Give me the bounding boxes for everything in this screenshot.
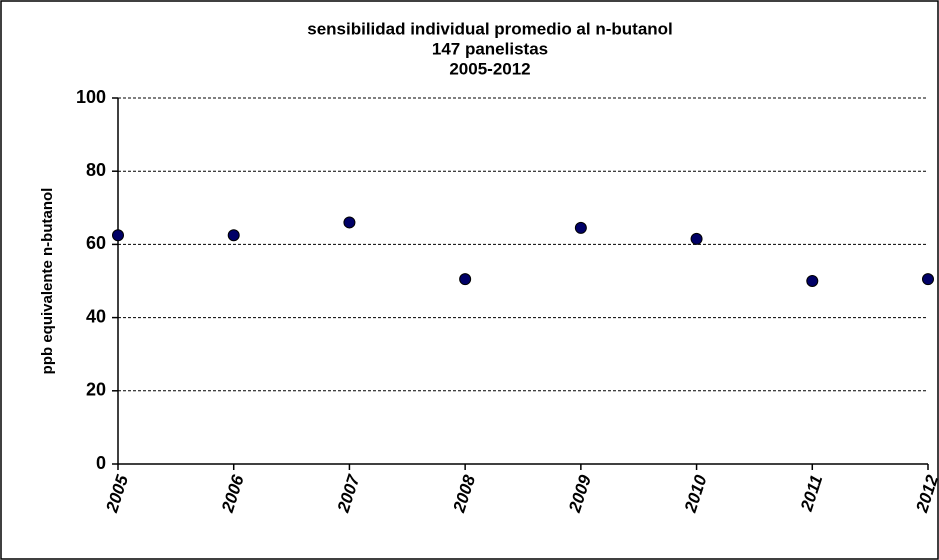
data-point [459,273,472,286]
data-point [112,229,124,242]
data-point [574,221,587,234]
y-tick-label: 0 [96,453,106,473]
data-point [343,216,356,229]
data-point [227,229,240,242]
chart-title-group: sensibilidad individual promedio al n-bu… [307,19,673,78]
y-tick-label: 20 [86,380,106,400]
y-tick-label: 80 [86,160,106,180]
y-tick-label: 60 [86,233,106,253]
chart-title: sensibilidad individual promedio al n-bu… [307,19,673,38]
chart-title: 2005-2012 [449,59,530,78]
y-tick-label: 40 [86,306,106,326]
data-point [690,232,703,245]
data-point [922,273,934,286]
y-axis-label: ppb equivalente n-butanol [39,188,56,375]
chart-title: 147 panelistas [432,39,548,58]
data-point [806,275,819,287]
y-tick-label: 100 [76,87,106,107]
